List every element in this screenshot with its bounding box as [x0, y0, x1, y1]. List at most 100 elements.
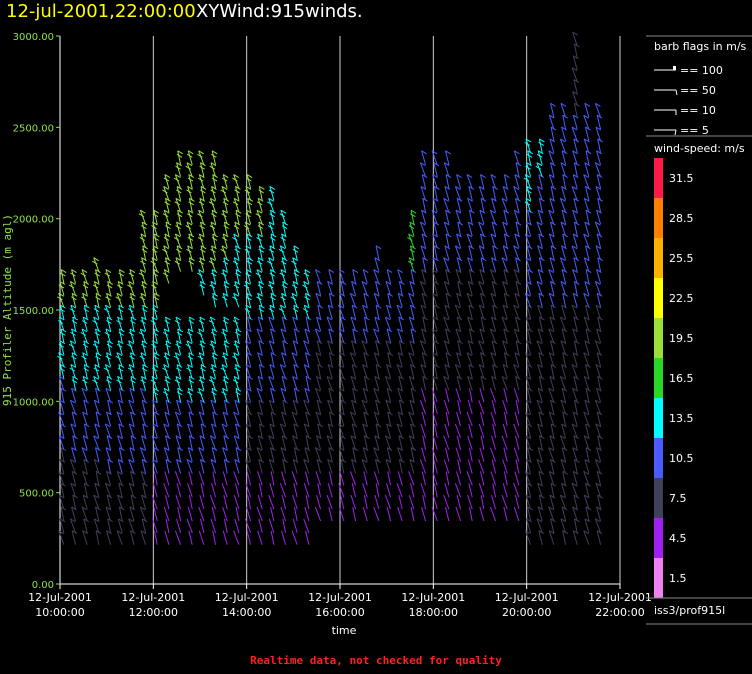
wind-barb-shaft — [572, 352, 578, 367]
wind-barb-flag — [432, 352, 438, 357]
wind-barb-shaft — [571, 304, 578, 320]
wind-barb-shaft — [246, 174, 252, 189]
wind-barb-flag — [71, 447, 77, 452]
wind-barb-flag — [151, 367, 158, 372]
wind-barb-shaft — [58, 376, 65, 391]
wind-barb-shaft — [152, 518, 158, 534]
wind-barb-shaft — [597, 376, 602, 391]
wind-barb-shaft — [585, 423, 590, 438]
wind-barb-shaft — [118, 388, 123, 403]
wind-barb-shaft — [164, 411, 170, 427]
wind-barb-shaft — [257, 376, 263, 391]
wind-barb-shaft — [93, 257, 100, 272]
wind-barb-shaft — [71, 506, 77, 522]
wind-barb-flag — [164, 447, 170, 452]
wind-barb-flag — [70, 331, 76, 336]
wind-barb-shaft — [177, 210, 182, 225]
wind-barb-flag — [117, 399, 124, 404]
wind-barb-flag — [444, 280, 450, 285]
wind-barb-shaft — [151, 316, 158, 332]
wind-barb-flag — [106, 530, 112, 535]
wind-barb-shaft — [561, 423, 567, 439]
wind-barb-shaft — [117, 459, 123, 474]
wind-barb-shaft — [397, 352, 403, 367]
wind-barb-flag — [526, 221, 532, 226]
wind-barb-shaft — [349, 411, 357, 427]
wind-barb-shaft — [130, 471, 135, 486]
wind-barb-flag — [583, 233, 589, 238]
wind-barb-flag — [525, 174, 531, 178]
wind-barb-shaft — [256, 506, 263, 522]
wind-barb-shaft — [526, 186, 532, 201]
wind-barb-shaft — [304, 269, 310, 284]
wind-barb-flag — [187, 355, 194, 360]
wind-barb-flag — [163, 245, 169, 250]
wind-barb-shaft — [281, 494, 287, 510]
wind-barb-flag — [200, 221, 206, 226]
wind-barb-flag — [95, 355, 101, 360]
wind-barb-shaft — [595, 364, 602, 379]
wind-barb-flag — [82, 375, 89, 380]
wind-barb-shaft — [585, 305, 590, 320]
wind-barb-flag — [444, 185, 451, 190]
wind-barb-flag — [584, 375, 590, 380]
wind-barb-flag — [140, 269, 146, 273]
wind-barb-shaft — [165, 459, 170, 474]
wind-barb-shaft — [398, 316, 403, 332]
wind-barb-flag — [585, 364, 591, 368]
wind-barb-shaft — [292, 399, 298, 415]
wind-barb-flag — [129, 355, 135, 360]
wind-barb-flag — [199, 435, 206, 440]
wind-barb-shaft — [187, 447, 193, 462]
wind-barb-flag — [257, 316, 264, 321]
wind-barb-shaft — [244, 399, 252, 415]
wind-barb-shaft — [200, 162, 205, 177]
wind-barb-flag — [211, 355, 218, 360]
barb-legend-entry: == 50 — [680, 84, 716, 97]
wind-barb-flag — [398, 375, 405, 380]
wind-barb-shaft — [492, 483, 497, 498]
wind-barb-shaft — [69, 281, 77, 296]
wind-barb-shaft — [69, 518, 77, 534]
wind-barb-shaft — [514, 174, 520, 189]
wind-barb-flag — [138, 213, 145, 218]
wind-barb-flag — [82, 435, 89, 440]
wind-barb-shaft — [387, 352, 392, 367]
wind-barb-shaft — [537, 423, 543, 439]
x-tick-date: 12-Jul-2001 — [121, 591, 185, 604]
wind-barb-shaft — [83, 400, 88, 415]
wind-barb-flag — [420, 221, 426, 226]
wind-barb-shaft — [515, 435, 520, 450]
wind-barb-shaft — [82, 471, 88, 486]
wind-barb-flag — [222, 352, 229, 357]
wind-barb-flag — [175, 343, 181, 348]
wind-barb-shaft — [515, 198, 520, 213]
wind-barb-shaft — [572, 150, 578, 165]
wind-barb-shaft — [280, 269, 287, 284]
wind-barb-shaft — [445, 411, 450, 427]
wind-barb-flag — [82, 494, 89, 499]
wind-barb-flag — [514, 269, 520, 273]
wind-barb-shaft — [398, 376, 403, 391]
wind-barb-shaft — [443, 221, 450, 237]
wind-barb-flag — [68, 284, 75, 289]
wind-barb-shaft — [328, 506, 333, 522]
wind-barb-flag — [141, 375, 147, 380]
wind-barb-flag — [199, 257, 206, 262]
wind-barb-shaft — [443, 340, 450, 355]
wind-barb-flag — [221, 213, 227, 218]
wind-barb-shaft — [386, 506, 392, 522]
wind-barb-shaft — [244, 340, 252, 355]
wind-barb-shaft — [268, 376, 275, 391]
wind-barb-shaft — [246, 210, 252, 225]
wind-barb-shaft — [245, 483, 252, 498]
wind-barb-flag — [185, 165, 191, 170]
wind-barb-flag — [583, 352, 589, 357]
wind-barb-flag — [268, 308, 275, 313]
legend-panel: barb flags in m/s== 100== 50== 10== 5win… — [646, 35, 752, 625]
wind-barb-shaft — [293, 447, 298, 462]
wind-barb-shaft — [373, 328, 380, 344]
wind-barb-flag — [502, 304, 509, 309]
wind-barb-shaft — [141, 400, 147, 415]
wind-barb-flag — [71, 355, 77, 360]
